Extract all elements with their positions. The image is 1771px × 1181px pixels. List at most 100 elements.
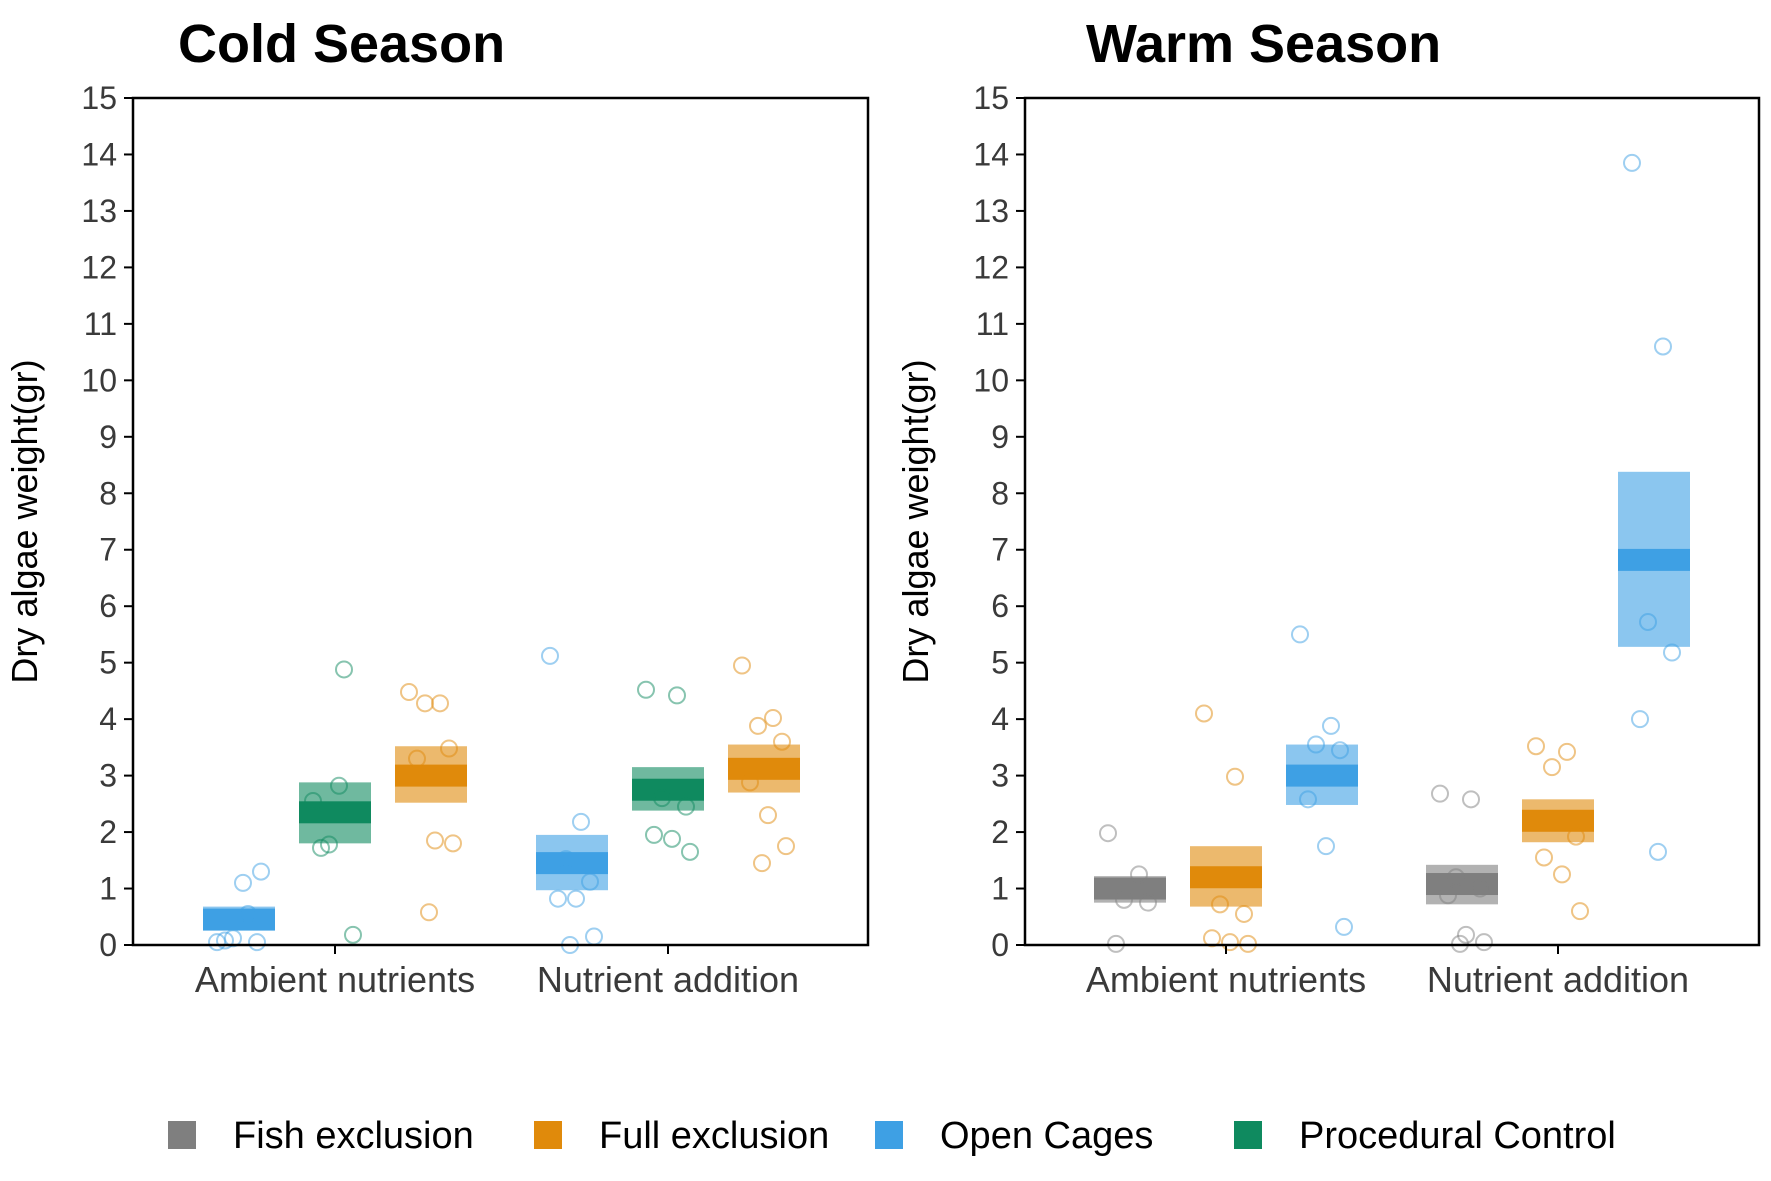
data-point xyxy=(653,789,671,808)
y-tick-label: 14 xyxy=(973,136,1009,172)
data-point xyxy=(1431,784,1449,803)
data-point xyxy=(444,834,462,853)
data-point xyxy=(1331,741,1349,760)
data-point xyxy=(637,680,655,699)
y-tick-label: 7 xyxy=(991,532,1009,568)
y-tick-label: 6 xyxy=(99,588,117,624)
data-point xyxy=(1639,613,1657,632)
data-point xyxy=(426,831,444,850)
x-tick-label: Ambient nutrients xyxy=(195,959,475,1000)
data-point xyxy=(1130,865,1148,884)
data-point xyxy=(234,873,252,892)
data-point xyxy=(741,773,759,792)
y-axis-label: Dry algae weight(gr) xyxy=(895,359,936,683)
mean-bar xyxy=(299,801,371,824)
data-point xyxy=(1299,790,1317,809)
data-point xyxy=(1553,865,1571,884)
data-point xyxy=(1535,848,1553,867)
data-point xyxy=(420,903,438,922)
y-tick-label: 1 xyxy=(99,871,117,907)
data-point xyxy=(585,927,603,946)
data-point xyxy=(572,812,590,831)
data-point xyxy=(1211,895,1229,914)
y-tick-label: 2 xyxy=(991,814,1009,850)
y-tick-label: 8 xyxy=(99,475,117,511)
data-point xyxy=(1235,904,1253,923)
x-tick-label: Ambient nutrients xyxy=(1086,959,1366,1000)
data-point xyxy=(431,694,449,713)
y-tick-label: 15 xyxy=(81,80,117,116)
mean-bar xyxy=(1618,548,1690,571)
legend-swatch xyxy=(534,1121,562,1149)
mean-bar xyxy=(395,764,467,787)
data-point xyxy=(668,686,686,705)
data-point xyxy=(1543,758,1561,777)
y-tick-label: 4 xyxy=(991,701,1009,737)
data-point xyxy=(330,776,348,795)
y-tick-label: 9 xyxy=(99,419,117,455)
legend-swatch xyxy=(1234,1121,1262,1149)
data-point xyxy=(1335,917,1353,936)
y-tick-label: 5 xyxy=(991,645,1009,681)
data-point xyxy=(1115,890,1133,909)
y-tick-label: 14 xyxy=(81,136,117,172)
data-point xyxy=(335,660,353,679)
data-point xyxy=(216,931,234,950)
data-point xyxy=(320,835,338,854)
y-tick-label: 8 xyxy=(991,475,1009,511)
y-tick-label: 12 xyxy=(973,249,1009,285)
data-point xyxy=(1567,827,1585,846)
data-point xyxy=(733,656,751,675)
y-tick-label: 4 xyxy=(99,701,117,737)
data-point xyxy=(1471,879,1489,898)
y-tick-label: 0 xyxy=(991,927,1009,963)
panel-title: Warm Season xyxy=(1086,14,1441,74)
data-point xyxy=(408,749,426,768)
data-point xyxy=(1527,737,1545,756)
data-point xyxy=(1221,933,1239,952)
mean-bar xyxy=(1286,764,1358,787)
data-point xyxy=(764,709,782,728)
data-point xyxy=(677,797,695,816)
data-point xyxy=(248,933,266,952)
mean-bar xyxy=(728,757,800,780)
y-tick-label: 7 xyxy=(99,532,117,568)
data-point xyxy=(1439,886,1457,905)
y-tick-label: 1 xyxy=(991,871,1009,907)
y-tick-label: 2 xyxy=(99,814,117,850)
data-point xyxy=(252,862,270,881)
data-point xyxy=(1226,767,1244,786)
y-tick-label: 10 xyxy=(81,362,117,398)
data-point xyxy=(753,854,771,873)
data-point xyxy=(1195,704,1213,723)
data-point xyxy=(749,716,767,735)
y-tick-label: 11 xyxy=(84,306,117,342)
legend-label: Full exclusion xyxy=(599,1115,829,1157)
plot-frame xyxy=(131,96,870,947)
data-point xyxy=(567,889,585,908)
data-point xyxy=(344,925,362,944)
data-point xyxy=(759,806,777,825)
data-point xyxy=(1475,933,1493,952)
mean-bar xyxy=(1190,866,1262,889)
panel-title: Cold Season xyxy=(178,14,505,74)
y-tick-label: 3 xyxy=(991,758,1009,794)
y-tick-label: 11 xyxy=(976,306,1009,342)
legend: Fish exclusion Full exclusion Open Cages Pr… xyxy=(168,1115,1616,1157)
y-axis-label: Dry algae weight(gr) xyxy=(4,359,45,683)
data-point xyxy=(549,889,567,908)
data-point xyxy=(304,792,322,811)
data-point xyxy=(581,872,599,891)
y-tick-label: 3 xyxy=(99,758,117,794)
legend-label: Fish exclusion xyxy=(233,1115,474,1157)
data-point xyxy=(777,837,795,856)
y-tick-label: 10 xyxy=(973,362,1009,398)
legend-swatch xyxy=(168,1121,196,1149)
data-point xyxy=(1631,710,1649,729)
y-tick-label: 15 xyxy=(973,80,1009,116)
data-point xyxy=(400,683,418,702)
data-point xyxy=(1663,643,1681,662)
data-point xyxy=(1623,153,1641,172)
